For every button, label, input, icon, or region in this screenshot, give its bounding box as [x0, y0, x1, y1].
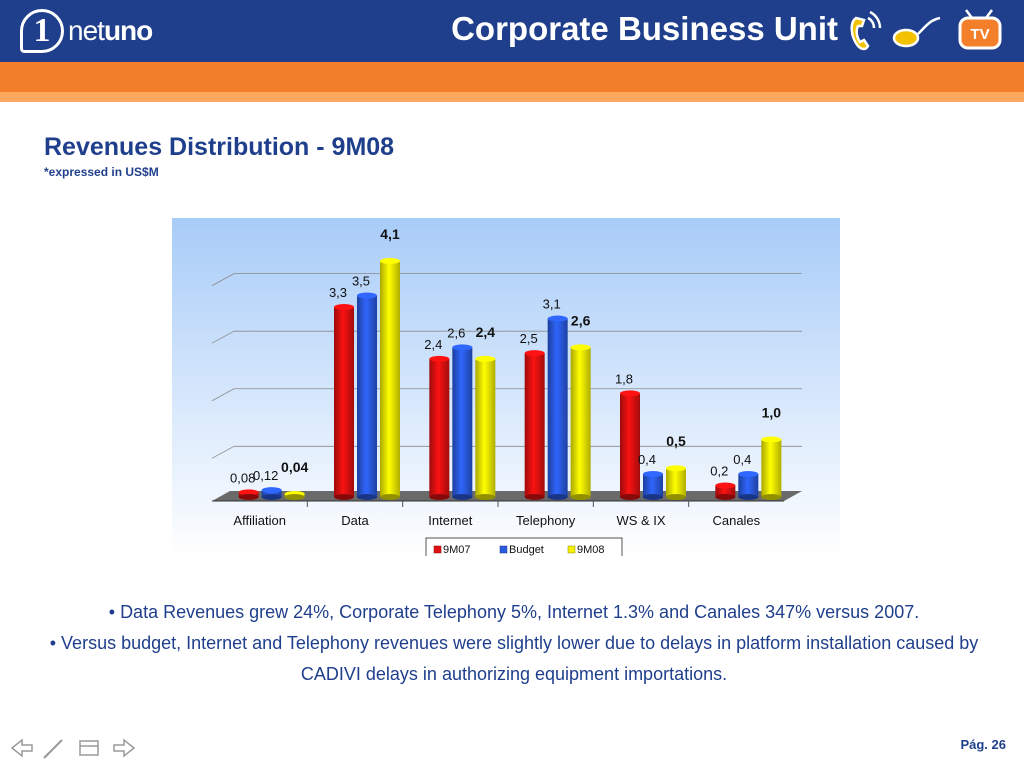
- bar-budget-data: [357, 292, 377, 500]
- bar-9m07-internet: [429, 355, 450, 500]
- x-tick-label: Canales: [712, 513, 760, 528]
- data-label: 3,3: [329, 285, 347, 300]
- data-label: 2,6: [447, 325, 465, 340]
- bar-9m08-affiliation: [284, 491, 305, 500]
- header-title: Corporate Business Unit: [451, 10, 838, 47]
- x-tick-label: Affiliation: [233, 513, 286, 528]
- tv-label: TV: [970, 26, 989, 43]
- tv-icon: TV: [958, 9, 1002, 50]
- legend-item: 9M08: [567, 544, 605, 556]
- header-bar: 1 netuno Corporate Business Unit TV: [0, 0, 1024, 62]
- bar-9m08-telephony: [570, 344, 591, 500]
- bar-9m08-internet: [475, 355, 496, 500]
- logo-text-light: net: [68, 15, 105, 46]
- orange-stripe: [0, 62, 1024, 92]
- light-orange-stripe: [0, 92, 1024, 102]
- phone-icon: [850, 10, 882, 51]
- data-label: 0,2: [710, 463, 728, 478]
- data-label: 1,0: [762, 404, 782, 420]
- logo-text-bold: uno: [103, 15, 153, 46]
- legend-label: Budget: [509, 544, 544, 556]
- legend-swatch: [433, 545, 442, 554]
- bar-9m07-ws-ix: [620, 390, 640, 500]
- chart-legend: 9M07 Budget 9M08: [425, 537, 623, 561]
- next-arrow-icon[interactable]: [113, 738, 136, 758]
- bar-9m08-ws-ix: [666, 465, 686, 500]
- data-label: 0,04: [281, 459, 308, 475]
- data-label: 0,08: [230, 470, 255, 485]
- legend-item: 9M07: [433, 544, 471, 556]
- data-label: 3,1: [543, 297, 561, 312]
- data-label: 2,4: [476, 324, 496, 340]
- bullet-list: • Data Revenues grew 24%, Corporate Tele…: [40, 597, 988, 690]
- legend-label: 9M07: [443, 544, 471, 556]
- bar-9m08-data: [380, 258, 400, 500]
- x-tick-label: Data: [341, 513, 369, 528]
- bullet-item: • Versus budget, Internet and Telephony …: [49, 633, 979, 684]
- netuno-logo: 1 netuno: [20, 8, 153, 54]
- bar-9m07-affiliation: [238, 489, 259, 500]
- previous-arrow-icon[interactable]: [10, 738, 33, 758]
- revenue-chart: 0,08 0,12 0,04 Affiliation 3,3 3,5 4,1 Data 2,4 2…: [172, 218, 840, 561]
- bar-9m07-canales: [715, 482, 736, 500]
- bar-budget-canales: [738, 470, 759, 500]
- chart-svg: 0,080,120,04 Affiliation 3,3 3,5 4,1 Data 2,4 2…: [172, 218, 840, 561]
- legend-swatch: [499, 545, 508, 554]
- x-tick-label: Telephony: [516, 513, 576, 528]
- bullet-text: Data Revenues grew 24%, Corporate Teleph…: [120, 602, 920, 622]
- data-label: 0,4: [638, 452, 656, 467]
- data-label: 1,8: [615, 371, 633, 386]
- legend-label: 9M08: [577, 544, 605, 556]
- data-label: 2,5: [520, 331, 538, 346]
- data-label: 0,5: [666, 433, 686, 449]
- data-label: 4,1: [380, 226, 400, 242]
- logo-text: netuno: [68, 15, 153, 47]
- slide-navigation: [10, 738, 136, 759]
- mouse-icon: [892, 16, 941, 48]
- chart-background: [172, 218, 840, 556]
- menu-icon[interactable]: [79, 740, 99, 756]
- bar-9m08-canales: [761, 436, 782, 500]
- legend-swatch: [567, 545, 576, 554]
- bar-budget-affiliation: [261, 487, 282, 500]
- data-label: 3,5: [352, 274, 370, 289]
- bar-budget-internet: [452, 344, 473, 500]
- x-tick-label: Internet: [428, 513, 472, 528]
- units-note: *expressed in US$M: [44, 165, 159, 179]
- legend-item: Budget: [499, 544, 544, 556]
- x-tick-label: WS & IX: [616, 513, 665, 528]
- bullet-item: • Data Revenues grew 24%, Corporate Tele…: [108, 602, 920, 622]
- bar-9m07-data: [334, 304, 354, 500]
- bar-budget-telephony: [547, 315, 568, 500]
- data-label: 0,4: [733, 452, 751, 467]
- service-icons: TV: [850, 9, 1002, 51]
- data-label: 2,6: [571, 312, 591, 328]
- gridline: [211, 273, 235, 286]
- data-label: 0,12: [253, 468, 278, 483]
- bullet-text: Versus budget, Internet and Telephony re…: [61, 633, 979, 684]
- gridline: [211, 330, 235, 344]
- bar-9m07-telephony: [524, 350, 545, 500]
- page-title: Revenues Distribution - 9M08: [44, 133, 395, 161]
- page-number: Pág. 26: [960, 737, 1006, 752]
- bar-budget-ws-ix: [643, 470, 663, 500]
- gridline: [211, 445, 235, 459]
- gridline: [211, 388, 235, 402]
- logo-badge: 1: [20, 9, 64, 53]
- data-label: 2,4: [424, 337, 442, 352]
- pen-icon[interactable]: [43, 739, 63, 759]
